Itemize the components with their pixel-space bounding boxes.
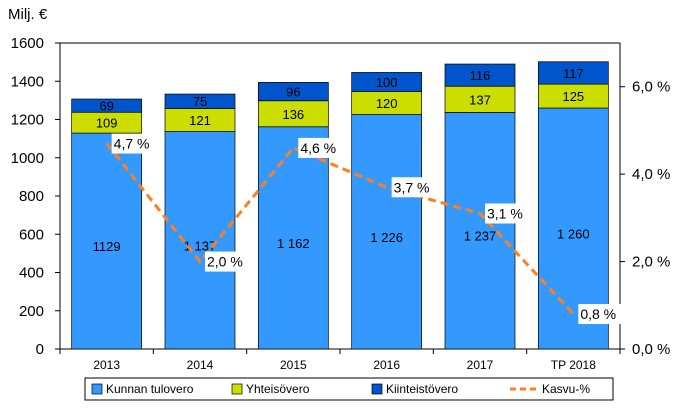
bar-data-label: 1 226 <box>370 230 403 245</box>
y-axis-tick-label: 1000 <box>11 150 44 167</box>
legend-swatch-yhteisovero <box>231 383 243 395</box>
growth-data-label: 4,7 % <box>114 136 150 152</box>
growth-label-background <box>111 133 156 154</box>
y-axis-tick-label: 800 <box>19 188 44 205</box>
growth-label-background <box>298 137 343 158</box>
growth-data-label: 4,6 % <box>300 140 336 156</box>
legend-label: Yhteisövero <box>246 382 310 396</box>
bar-segment-kunnan-tulovero <box>164 131 236 350</box>
bar-segment-kiinteistovero <box>537 61 609 85</box>
bar-segment-kunnan-tulovero <box>444 112 516 350</box>
bar-data-label: 121 <box>189 113 211 128</box>
bar-data-label: 125 <box>562 89 584 104</box>
right-y-axis-tick-label: 2,0 % <box>632 254 670 271</box>
bar-data-label: 137 <box>469 92 491 107</box>
right-y-axis-tick-label: 6,0 % <box>632 79 670 96</box>
bar-segment-kiinteistovero <box>164 93 236 109</box>
x-axis-category-label: 2016 <box>373 358 400 372</box>
bar-data-label: 69 <box>99 99 113 114</box>
x-axis-category-label: 2017 <box>467 358 494 372</box>
bar-data-label: 96 <box>286 85 300 100</box>
bar-segment-kunnan-tulovero <box>257 126 329 350</box>
bar-segment-kunnan-tulovero <box>351 114 423 350</box>
y-axis-tick-label: 600 <box>19 226 44 243</box>
y-axis-tick-label: 0 <box>36 341 44 358</box>
legend-swatch-kunnan-tulovero <box>91 383 103 395</box>
bar-data-label: 100 <box>376 75 398 90</box>
plot-area-border <box>59 42 621 350</box>
y-axis-tick-label: 400 <box>19 265 44 282</box>
bar-segment-kiinteistovero <box>444 63 516 87</box>
bar-data-label: 136 <box>282 107 304 122</box>
y-axis-unit-label: Milj. € <box>8 6 48 23</box>
growth-data-label: 2,0 % <box>207 254 243 270</box>
bar-data-label: 116 <box>470 68 491 83</box>
bar-segment-kiinteistovero <box>351 72 423 92</box>
bar-data-label: 109 <box>96 116 118 131</box>
y-axis-tick-label: 200 <box>19 303 44 320</box>
growth-data-label: 0,8 % <box>580 306 616 322</box>
bar-segment-kunnan-tulovero <box>71 132 143 350</box>
x-axis-category-label: 2015 <box>280 358 307 372</box>
right-y-axis-tick-label: 4,0 % <box>632 166 670 183</box>
legend-label: Kunnan tulovero <box>106 382 194 396</box>
x-axis-category-label: 2013 <box>93 358 120 372</box>
right-y-axis-tick-label: 0,0 % <box>632 341 670 358</box>
y-axis-tick-label: 1400 <box>11 73 44 90</box>
growth-label-background <box>578 304 623 325</box>
growth-label-background <box>485 203 529 224</box>
bar-data-label: 1 162 <box>277 236 310 251</box>
growth-label-background <box>391 177 436 198</box>
legend-label: Kiinteistövero <box>386 382 458 396</box>
x-axis-category-label: TP 2018 <box>551 358 596 372</box>
y-axis-tick-label: 1600 <box>11 35 44 52</box>
bar-segment-kiinteistovero <box>257 82 329 102</box>
bar-segment-kiinteistovero <box>71 98 143 113</box>
bar-data-label: 1 237 <box>464 229 497 244</box>
bar-data-label: 1 260 <box>557 227 590 242</box>
y-axis-tick-label: 1200 <box>11 112 44 129</box>
growth-label-background <box>205 251 249 272</box>
growth-data-label: 3,1 % <box>487 205 523 221</box>
legend-box <box>84 377 614 401</box>
bar-data-label: 75 <box>193 94 207 109</box>
growth-data-label: 3,7 % <box>394 179 430 195</box>
bar-data-label: 1129 <box>93 239 121 254</box>
bar-data-label: 117 <box>563 66 584 81</box>
legend-swatch-kiinteistovero <box>371 383 383 395</box>
legend-label: Kasvu-% <box>542 382 590 396</box>
x-axis-category-label: 2014 <box>187 358 214 372</box>
bar-data-label: 120 <box>376 96 398 111</box>
